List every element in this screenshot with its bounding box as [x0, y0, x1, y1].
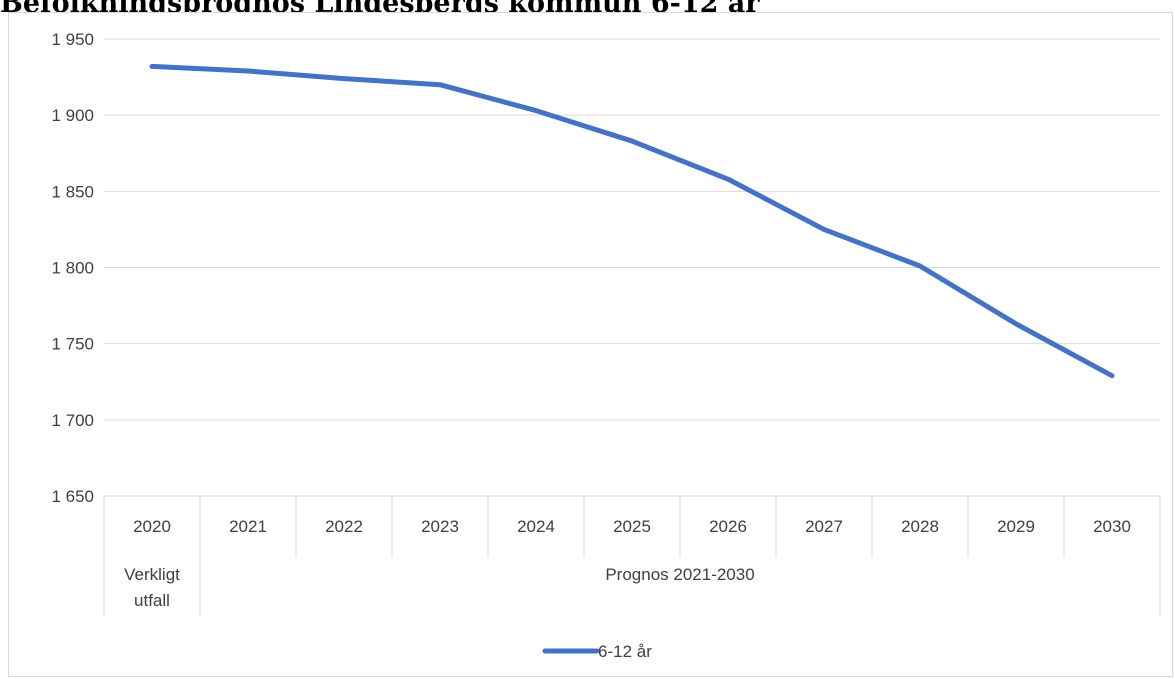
y-tick-label: 1 650	[51, 487, 94, 506]
chart-frame	[8, 12, 1173, 677]
x-tick-label: 2023	[421, 517, 459, 536]
x-tick-label: 2027	[805, 517, 843, 536]
x-axis-groups: Verkligt utfall Prognos 2021-2030	[103, 556, 1161, 616]
x-tick-label: 2026	[709, 517, 747, 536]
x-tick-label: 2030	[1093, 517, 1131, 536]
x-tick-label: 2021	[229, 517, 267, 536]
y-tick-label: 1 950	[51, 30, 94, 49]
x-tick-label: 2029	[997, 517, 1035, 536]
x-tick-label: 2028	[901, 517, 939, 536]
series-layer	[149, 63, 1115, 379]
group-label: Prognos 2021-2030	[605, 565, 754, 584]
x-tick-label: 2022	[325, 517, 363, 536]
y-tick-label: 1 800	[51, 259, 94, 278]
y-tick-label: 1 850	[51, 182, 94, 201]
y-tick-label: 1 900	[51, 106, 94, 125]
y-axis-ticks: 1 650 1 700 1 750 1 800 1 850 1 900 1 950	[51, 30, 94, 506]
group-label: utfall	[134, 591, 170, 610]
legend-label: 6-12 år	[598, 642, 652, 661]
x-axis: 2020 2021 2022 2023 2024 2025 2026 2027 2028 2029…	[103, 496, 1161, 556]
y-tick-label: 1 700	[51, 411, 94, 430]
legend: 6-12 år	[542, 642, 652, 661]
x-tick-label: 2025	[613, 517, 651, 536]
gridlines	[104, 38, 1160, 497]
series-line	[149, 63, 1115, 379]
group-label: Verkligt	[124, 565, 180, 584]
y-tick-label: 1 750	[51, 335, 94, 354]
x-tick-label: 2024	[517, 517, 555, 536]
x-tick-label: 2020	[133, 517, 171, 536]
